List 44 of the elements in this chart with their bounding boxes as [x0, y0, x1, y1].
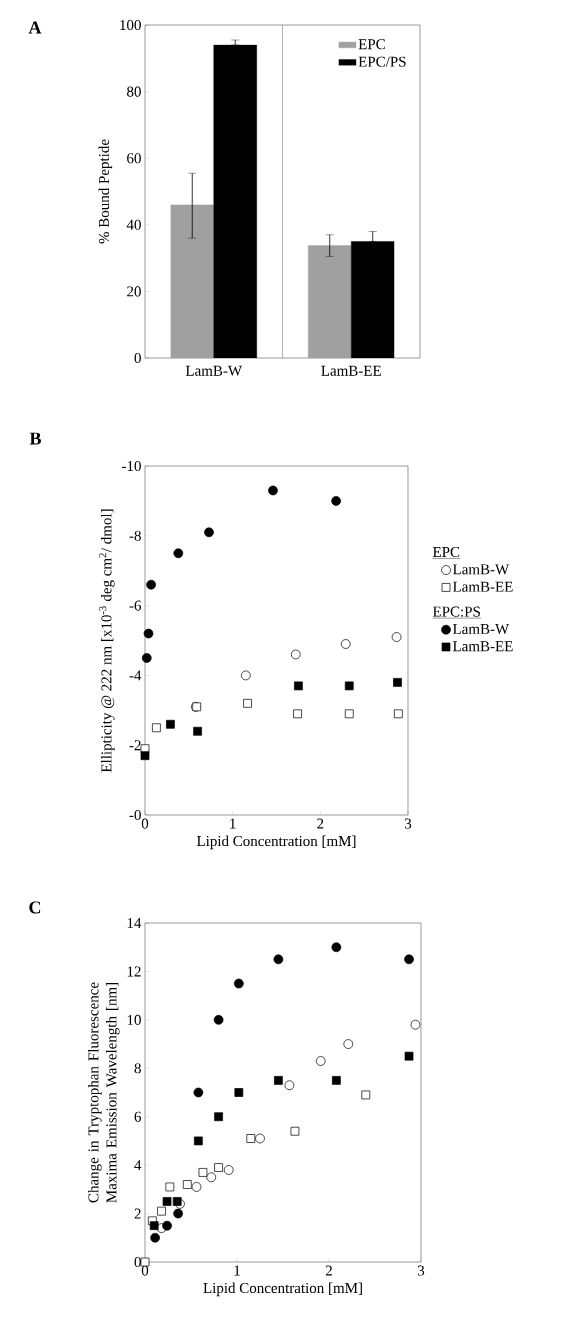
legend-label: EPC/PS: [358, 56, 406, 67]
y-tick-label: -0: [129, 809, 141, 821]
legend-label: EPC: [358, 39, 385, 50]
y-tick-label: -10: [122, 460, 141, 472]
y-tick-label: -6: [129, 600, 142, 611]
y-axis-title: Ellipticity @ 222 nm [x10$^{-3}$ deg cm$^{2}$/ dmol]: [99, 509, 115, 773]
x-axis-title: Lipid Concentration [mM]: [196, 835, 356, 850]
y-tick-label: -2: [129, 740, 141, 751]
x-tick-label: 2: [325, 1265, 332, 1276]
legend-label: LamB-EE: [452, 581, 513, 592]
y-tick-label: 4: [134, 1160, 142, 1171]
y-tick-label: 0: [134, 1256, 141, 1268]
y-tick-label: 2: [134, 1208, 141, 1219]
legend-label: LamB-W: [452, 624, 510, 635]
y-tick-label: 6: [134, 1111, 142, 1122]
legend-label: LamB-EE: [452, 641, 513, 652]
x-tick-label: 1: [230, 818, 236, 829]
x-tick-label: 0: [141, 1265, 149, 1276]
x-axis-title: Lipid Concentration [mM]: [203, 1282, 362, 1297]
y-tick-label: 40: [126, 219, 141, 230]
text: EPC: [432, 547, 460, 558]
y-tick-label: 10: [127, 1014, 141, 1025]
x-tick-label: 3: [417, 1265, 425, 1276]
y-tick-label: 80: [127, 86, 141, 97]
text: EPC:PS: [432, 606, 480, 617]
y-tick-label: -4: [129, 670, 142, 681]
chart-title: B: [29, 432, 41, 445]
legend-label: LamB-W: [452, 564, 510, 575]
y-tick-label: 20: [127, 286, 141, 297]
chart-title: C: [29, 901, 41, 914]
x-tick-label: 0: [141, 818, 149, 829]
y-tick-label: 14: [127, 918, 142, 928]
y-tick-label: 60: [127, 153, 141, 164]
y-tick-label: 12: [127, 966, 141, 977]
chart-title: A: [28, 21, 42, 34]
x-tick-label: 2: [317, 818, 324, 829]
x-tick-label: 1: [234, 1265, 240, 1276]
y-tick-label: 8: [134, 1063, 141, 1074]
y-axis-title: % Bound Peptide: [98, 139, 113, 244]
y-tick-label: 0: [134, 352, 141, 364]
y-tick-label: 100: [120, 19, 141, 31]
y-tick-label: -8: [129, 530, 141, 541]
x-tick-label: 3: [404, 818, 412, 829]
y-axis-title: Change in Tryptophan Fluorescence Maxima Emission Wavelength [nm]: [87, 982, 120, 1203]
